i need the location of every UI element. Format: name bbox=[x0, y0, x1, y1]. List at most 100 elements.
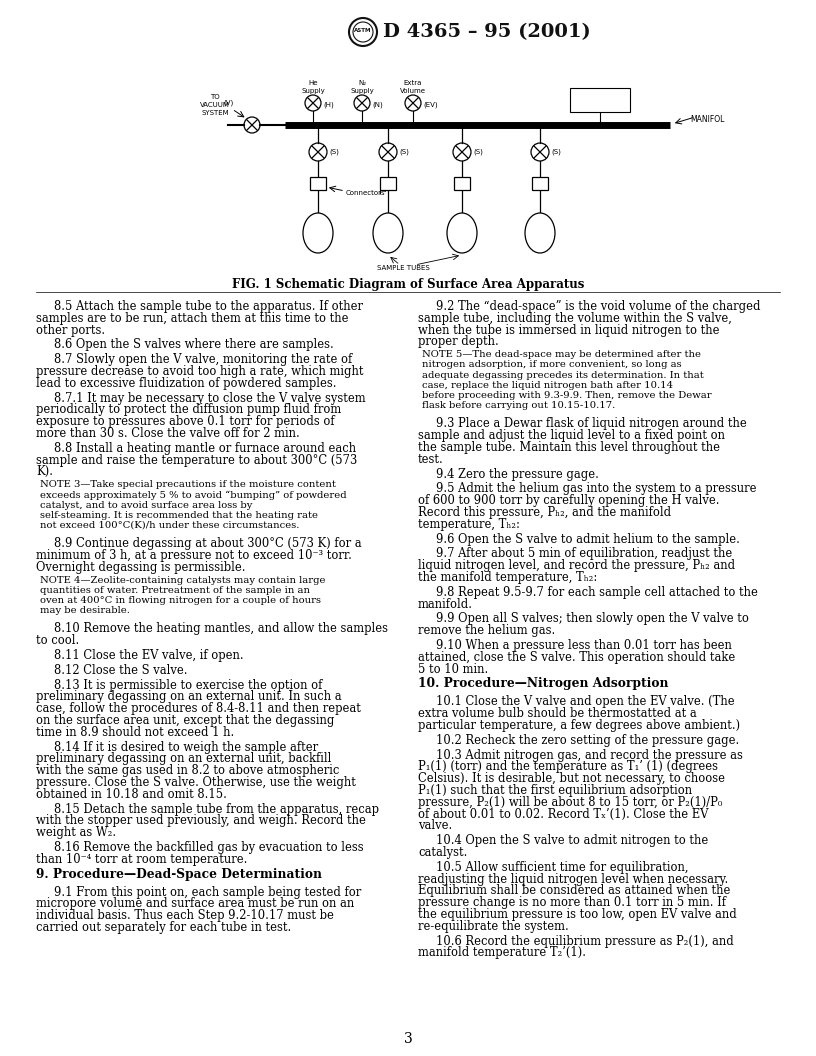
Text: NOTE 5—The dead-space may be determined after the: NOTE 5—The dead-space may be determined … bbox=[422, 351, 701, 359]
Text: preliminary degassing on an external unit. In such a: preliminary degassing on an external uni… bbox=[36, 691, 342, 703]
Text: temperature, Tₕ₂:: temperature, Tₕ₂: bbox=[418, 517, 520, 531]
Text: 5 to 10 min.: 5 to 10 min. bbox=[418, 662, 488, 676]
Text: 9.10 When a pressure less than 0.01 torr has been: 9.10 When a pressure less than 0.01 torr… bbox=[436, 639, 732, 652]
Text: manifold temperature T₂’(1).: manifold temperature T₂’(1). bbox=[418, 946, 586, 960]
Ellipse shape bbox=[373, 213, 403, 253]
Text: 10.5 Allow sufficient time for equilibration,: 10.5 Allow sufficient time for equilibra… bbox=[436, 861, 689, 873]
Text: 8.6 Open the S valves where there are samples.: 8.6 Open the S valves where there are sa… bbox=[54, 338, 334, 352]
Text: Connectors: Connectors bbox=[346, 190, 386, 196]
Text: 9. Procedure—Dead-Space Determination: 9. Procedure—Dead-Space Determination bbox=[36, 868, 322, 881]
Text: preliminary degassing on an external unit, backfill: preliminary degassing on an external uni… bbox=[36, 752, 331, 766]
Text: Overnight degassing is permissible.: Overnight degassing is permissible. bbox=[36, 561, 246, 573]
Text: sample tube, including the volume within the S valve,: sample tube, including the volume within… bbox=[418, 312, 732, 325]
Text: (V): (V) bbox=[224, 99, 234, 106]
Text: individual basis. Thus each Step 9.2-10.17 must be: individual basis. Thus each Step 9.2-10.… bbox=[36, 909, 334, 922]
Ellipse shape bbox=[303, 213, 333, 253]
Text: may be desirable.: may be desirable. bbox=[40, 606, 130, 616]
Text: 9.5 Admit the helium gas into the system to a pressure: 9.5 Admit the helium gas into the system… bbox=[436, 483, 756, 495]
Text: case, follow the procedures of 8.4-8.11 and then repeat: case, follow the procedures of 8.4-8.11 … bbox=[36, 702, 361, 715]
Text: Volume: Volume bbox=[400, 88, 426, 94]
Text: quantities of water. Pretreatment of the sample in an: quantities of water. Pretreatment of the… bbox=[40, 586, 310, 595]
Text: (H): (H) bbox=[323, 101, 334, 109]
Text: 9.4 Zero the pressure gage.: 9.4 Zero the pressure gage. bbox=[436, 468, 599, 480]
Text: 8.14 If it is desired to weigh the sample after: 8.14 If it is desired to weigh the sampl… bbox=[54, 740, 318, 754]
Text: (EV): (EV) bbox=[423, 101, 437, 109]
Bar bbox=[532, 177, 548, 190]
Ellipse shape bbox=[447, 213, 477, 253]
Text: 10.3 Admit nitrogen gas, and record the pressure as: 10.3 Admit nitrogen gas, and record the … bbox=[436, 749, 743, 761]
Text: 10.6 Record the equilibrium pressure as P₂(1), and: 10.6 Record the equilibrium pressure as … bbox=[436, 935, 734, 947]
Text: test.: test. bbox=[418, 453, 444, 466]
Text: He: He bbox=[308, 80, 317, 86]
Text: 10.4 Open the S valve to admit nitrogen to the: 10.4 Open the S valve to admit nitrogen … bbox=[436, 834, 708, 847]
Text: ASTM: ASTM bbox=[354, 29, 372, 34]
Text: 8.9 Continue degassing at about 300°C (573 K) for a: 8.9 Continue degassing at about 300°C (5… bbox=[54, 538, 361, 550]
Text: Supply: Supply bbox=[301, 88, 325, 94]
Text: 10.1 Close the V valve and open the EV valve. (The: 10.1 Close the V valve and open the EV v… bbox=[436, 696, 734, 709]
Text: Celsius). It is desirable, but not necessary, to choose: Celsius). It is desirable, but not neces… bbox=[418, 772, 725, 786]
Text: 8.15 Detach the sample tube from the apparatus, recap: 8.15 Detach the sample tube from the app… bbox=[54, 803, 379, 815]
Text: 10.2 Recheck the zero setting of the pressure gage.: 10.2 Recheck the zero setting of the pre… bbox=[436, 734, 739, 747]
Text: 9.8 Repeat 9.5-9.7 for each sample cell attached to the: 9.8 Repeat 9.5-9.7 for each sample cell … bbox=[436, 586, 758, 599]
Text: 10. Procedure—Nitrogen Adsorption: 10. Procedure—Nitrogen Adsorption bbox=[418, 677, 668, 691]
Text: N₂: N₂ bbox=[358, 80, 366, 86]
Text: FIG. 1 Schematic Diagram of Surface Area Apparatus: FIG. 1 Schematic Diagram of Surface Area… bbox=[232, 278, 584, 291]
Text: weight as W₂.: weight as W₂. bbox=[36, 826, 116, 840]
Text: than 10⁻⁴ torr at room temperature.: than 10⁻⁴ torr at room temperature. bbox=[36, 853, 247, 866]
Text: TRANSDUCER: TRANSDUCER bbox=[579, 101, 621, 107]
Text: VACUUM: VACUUM bbox=[200, 102, 230, 108]
Text: K).: K). bbox=[36, 466, 53, 478]
Text: readjusting the liquid nitrogen level when necessary.: readjusting the liquid nitrogen level wh… bbox=[418, 872, 728, 886]
Text: of 600 to 900 torr by carefully opening the H valve.: of 600 to 900 torr by carefully opening … bbox=[418, 494, 720, 507]
Text: TO: TO bbox=[211, 94, 220, 100]
Text: of about 0.01 to 0.02. Record Tₓ’(1). Close the EV: of about 0.01 to 0.02. Record Tₓ’(1). Cl… bbox=[418, 808, 708, 821]
Text: samples are to be run, attach them at this time to the: samples are to be run, attach them at th… bbox=[36, 312, 348, 325]
Text: 8.13 It is permissible to exercise the option of: 8.13 It is permissible to exercise the o… bbox=[54, 679, 322, 692]
Text: carried out separately for each tube in test.: carried out separately for each tube in … bbox=[36, 921, 291, 934]
Text: 8.16 Remove the backfilled gas by evacuation to less: 8.16 Remove the backfilled gas by evacua… bbox=[54, 841, 364, 854]
Text: SYSTEM: SYSTEM bbox=[202, 110, 228, 116]
Text: other ports.: other ports. bbox=[36, 323, 105, 337]
Text: self-steaming. It is recommended that the heating rate: self-steaming. It is recommended that th… bbox=[40, 511, 318, 520]
Text: exposure to pressures above 0.1 torr for periods of: exposure to pressures above 0.1 torr for… bbox=[36, 415, 335, 428]
Text: minimum of 3 h, at a pressure not to exceed 10⁻³ torr.: minimum of 3 h, at a pressure not to exc… bbox=[36, 549, 352, 562]
Text: 8.7 Slowly open the V valve, monitoring the rate of: 8.7 Slowly open the V valve, monitoring … bbox=[54, 353, 353, 366]
Text: D 4365 – 95 (2001): D 4365 – 95 (2001) bbox=[383, 23, 591, 41]
Text: NOTE 3—Take special precautions if the moisture content: NOTE 3—Take special precautions if the m… bbox=[40, 480, 336, 489]
Text: 9.7 After about 5 min of equilibration, readjust the: 9.7 After about 5 min of equilibration, … bbox=[436, 547, 732, 561]
Text: (N): (N) bbox=[372, 101, 383, 109]
Text: micropore volume and surface area must be run on an: micropore volume and surface area must b… bbox=[36, 898, 354, 910]
Text: NOTE 4—Zeolite-containing catalysts may contain large: NOTE 4—Zeolite-containing catalysts may … bbox=[40, 576, 326, 585]
Text: 9.6 Open the S valve to admit helium to the sample.: 9.6 Open the S valve to admit helium to … bbox=[436, 532, 740, 546]
Text: case, replace the liquid nitrogen bath after 10.14: case, replace the liquid nitrogen bath a… bbox=[422, 381, 673, 390]
Text: attained, close the S valve. This operation should take: attained, close the S valve. This operat… bbox=[418, 650, 735, 664]
Text: liquid nitrogen level, and record the pressure, Pₕ₂ and: liquid nitrogen level, and record the pr… bbox=[418, 560, 735, 572]
Text: 9.9 Open all S valves; then slowly open the V valve to: 9.9 Open all S valves; then slowly open … bbox=[436, 612, 749, 625]
Text: MANIFOL: MANIFOL bbox=[690, 115, 725, 125]
Text: oven at 400°C in flowing nitrogen for a couple of hours: oven at 400°C in flowing nitrogen for a … bbox=[40, 596, 321, 605]
Text: pressure. Close the S valve. Otherwise, use the weight: pressure. Close the S valve. Otherwise, … bbox=[36, 776, 356, 789]
Text: catalyst.: catalyst. bbox=[418, 846, 468, 859]
Text: PRESSURE: PRESSURE bbox=[584, 93, 616, 97]
Text: particular temperature, a few degrees above ambient.): particular temperature, a few degrees ab… bbox=[418, 719, 740, 732]
Text: SAMPLE TUBES: SAMPLE TUBES bbox=[377, 265, 429, 271]
Text: 9.3 Place a Dewar flask of liquid nitrogen around the: 9.3 Place a Dewar flask of liquid nitrog… bbox=[436, 417, 747, 431]
Text: lead to excessive fluidization of powdered samples.: lead to excessive fluidization of powder… bbox=[36, 377, 336, 390]
Text: flask before carrying out 10.15-10.17.: flask before carrying out 10.15-10.17. bbox=[422, 401, 615, 410]
Text: exceeds approximately 5 % to avoid “bumping” of powdered: exceeds approximately 5 % to avoid “bump… bbox=[40, 490, 347, 499]
Text: extra volume bulb should be thermostatted at a: extra volume bulb should be thermostatte… bbox=[418, 708, 697, 720]
Text: periodically to protect the diffusion pump fluid from: periodically to protect the diffusion pu… bbox=[36, 403, 341, 416]
Text: obtained in 10.18 and omit 8.15.: obtained in 10.18 and omit 8.15. bbox=[36, 788, 227, 800]
Ellipse shape bbox=[525, 213, 555, 253]
Text: manifold.: manifold. bbox=[418, 598, 473, 610]
Text: sample and adjust the liquid level to a fixed point on: sample and adjust the liquid level to a … bbox=[418, 429, 725, 442]
Text: pressure decrease to avoid too high a rate, which might: pressure decrease to avoid too high a ra… bbox=[36, 365, 363, 378]
Text: catalyst, and to avoid surface area loss by: catalyst, and to avoid surface area loss… bbox=[40, 501, 252, 510]
Text: (S): (S) bbox=[551, 149, 561, 155]
Text: sample and raise the temperature to about 300°C (573: sample and raise the temperature to abou… bbox=[36, 454, 357, 467]
Text: valve.: valve. bbox=[418, 819, 452, 832]
Text: with the same gas used in 8.2 to above atmospheric: with the same gas used in 8.2 to above a… bbox=[36, 765, 339, 777]
Text: time in 8.9 should not exceed 1 h.: time in 8.9 should not exceed 1 h. bbox=[36, 725, 234, 739]
Text: Extra: Extra bbox=[404, 80, 422, 86]
Bar bbox=[570, 88, 630, 112]
